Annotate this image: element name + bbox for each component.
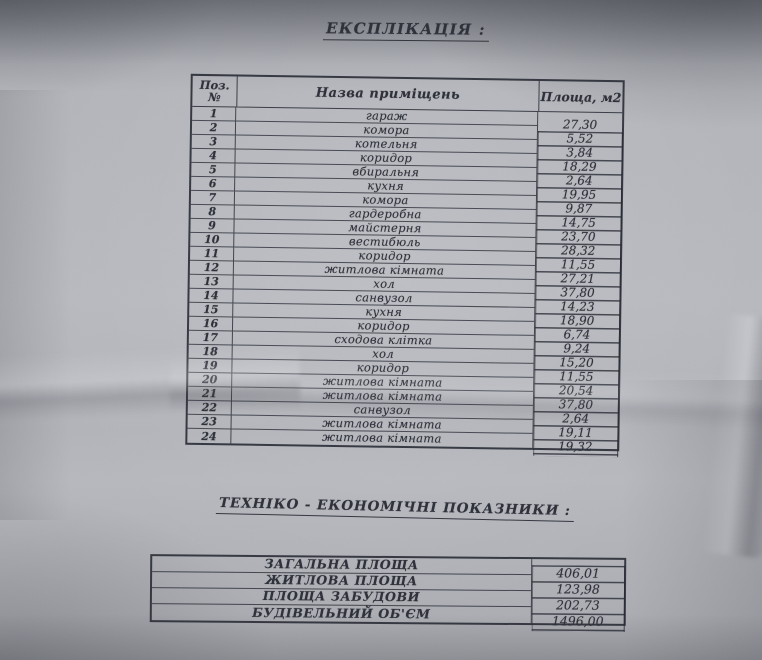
row-area-value: 9,87 bbox=[565, 201, 593, 216]
row-area-cell: 27,30 bbox=[538, 112, 622, 132]
row-position-number: 14 bbox=[189, 288, 234, 304]
row-area-value: 5,52 bbox=[566, 131, 594, 146]
row-area-value: 11,55 bbox=[560, 257, 596, 272]
indicator-row: БУДІВЕЛЬНИЙ ОБ'ЄМ 1496,00 bbox=[151, 604, 624, 628]
row-position-number: 3 bbox=[191, 134, 236, 150]
document-title-row: ЕКСПЛІКАЦІЯ : bbox=[0, 19, 762, 42]
row-position-number: 13 bbox=[189, 274, 234, 290]
indicator-value: 406,01 bbox=[556, 565, 601, 581]
indicator-value-cell: 406,01 bbox=[532, 559, 624, 580]
row-position-number: 21 bbox=[187, 386, 233, 402]
row-area-value: 15,20 bbox=[559, 355, 594, 370]
row-area-value: 28,32 bbox=[560, 243, 596, 258]
row-position-number: 19 bbox=[188, 358, 233, 374]
row-area-value: 20,54 bbox=[558, 383, 594, 398]
explication-table: Поз. № Назва приміщень Площа, м2 1 гараж… bbox=[185, 73, 625, 458]
row-area-value: 19,95 bbox=[561, 187, 597, 202]
row-area-value: 14,75 bbox=[561, 215, 596, 230]
row-area-value: 14,23 bbox=[560, 299, 595, 314]
row-area-value: 27,30 bbox=[562, 117, 598, 132]
indicators-table-body: ЗАГАЛЬНА ПЛОЩА 406,01 ЖИТЛОВА ПЛОЩА 123,… bbox=[151, 556, 624, 628]
row-area-value: 37,80 bbox=[560, 285, 595, 300]
row-area-value: 19,11 bbox=[558, 425, 593, 440]
document-title: ЕКСПЛІКАЦІЯ : bbox=[323, 19, 489, 42]
row-position-number: 24 bbox=[187, 428, 232, 444]
explication-table-body: 1 гараж 27,30 2 комора 5,52 3 котельня 3… bbox=[187, 106, 622, 454]
row-position-number: 8 bbox=[190, 204, 235, 220]
row-position-number: 20 bbox=[188, 372, 233, 388]
row-area-value: 2,64 bbox=[562, 411, 590, 426]
row-position-number: 16 bbox=[188, 316, 234, 332]
indicators-table: ЗАГАЛЬНА ПЛОЩА 406,01 ЖИТЛОВА ПЛОЩА 123,… bbox=[149, 554, 627, 632]
row-area-value: 18,90 bbox=[559, 313, 595, 328]
row-position-number: 9 bbox=[190, 218, 235, 234]
indicator-label: БУДІВЕЛЬНИЙ ОБ'ЄМ bbox=[151, 604, 532, 624]
row-position-number: 22 bbox=[187, 400, 232, 416]
row-position-number: 6 bbox=[191, 176, 236, 192]
header-room-name: Назва приміщень bbox=[236, 76, 539, 112]
header-area: Площа, м2 bbox=[538, 80, 623, 114]
row-area-value: 3,84 bbox=[566, 145, 594, 160]
indicator-value: 123,98 bbox=[556, 581, 600, 597]
indicators-title-row: ТЕХНІКО - ЕКОНОМІЧНІ ПОКАЗНИКИ : bbox=[0, 494, 762, 523]
row-area-value: 37,80 bbox=[558, 397, 594, 412]
row-position-number: 5 bbox=[191, 162, 236, 178]
row-area-value: 9,24 bbox=[563, 341, 591, 356]
row-area-value: 18,29 bbox=[562, 159, 597, 174]
row-position-number: 18 bbox=[188, 344, 233, 360]
row-position-number: 23 bbox=[187, 414, 232, 430]
header-pos-line2: № bbox=[208, 90, 221, 105]
row-area-value: 6,74 bbox=[563, 327, 591, 342]
indicator-value: 202,73 bbox=[555, 597, 600, 613]
row-area-value: 11,55 bbox=[559, 369, 594, 384]
row-position-number: 7 bbox=[190, 190, 236, 206]
header-pos-number: Поз. № bbox=[192, 75, 237, 108]
row-area-value: 2,64 bbox=[565, 173, 593, 188]
row-position-number: 4 bbox=[191, 148, 236, 164]
indicators-title: ТЕХНІКО - ЕКОНОМІЧНІ ПОКАЗНИКИ : bbox=[215, 494, 575, 523]
row-position-number: 15 bbox=[189, 302, 234, 318]
row-position-number: 11 bbox=[190, 246, 235, 262]
row-position-number: 12 bbox=[189, 260, 234, 276]
row-position-number: 10 bbox=[190, 232, 235, 248]
row-position-number: 17 bbox=[188, 330, 233, 346]
row-position-number: 1 bbox=[192, 106, 237, 122]
indicator-value: 1496,00 bbox=[551, 613, 604, 629]
row-area-value: 23,70 bbox=[561, 229, 596, 244]
row-area-value: 19,32 bbox=[557, 439, 593, 454]
row-position-number: 2 bbox=[191, 120, 237, 136]
row-area-value: 27,21 bbox=[560, 271, 596, 286]
